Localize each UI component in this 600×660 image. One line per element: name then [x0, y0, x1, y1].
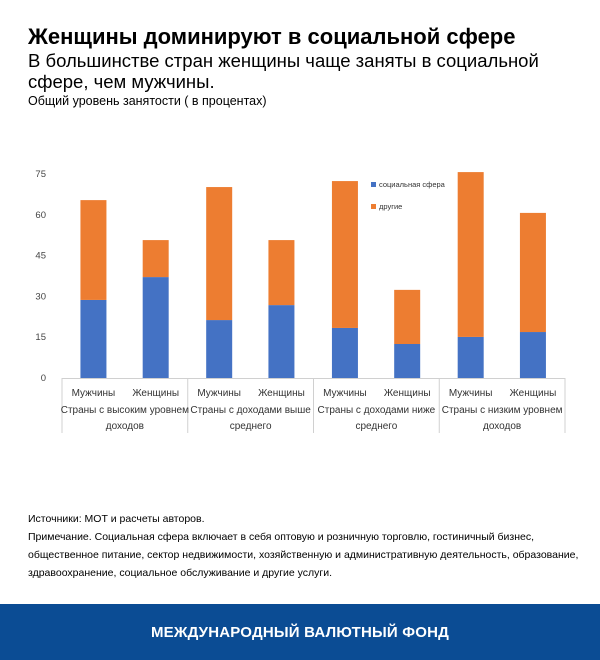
category-label: Женщины — [132, 388, 179, 399]
bar-other — [331, 181, 358, 328]
group-label: среднего — [355, 421, 397, 432]
legend-label: социальная сфера — [379, 180, 446, 189]
bar-other — [206, 187, 233, 321]
sources-note: Источники: МОТ и расчеты авторов. — [28, 513, 205, 525]
group-label: доходов — [483, 421, 521, 432]
legend-label: другие — [379, 202, 402, 211]
stacked-bar-chart: 0 15 30 45 60 75 Мужчины Женщины Страны с высоки… — [35, 169, 566, 433]
group-label: среднего — [230, 421, 272, 432]
y-tick-label: 30 — [35, 291, 46, 302]
category-label: Мужчины — [449, 388, 493, 399]
y-tick-label: 75 — [35, 169, 46, 180]
bar-social — [519, 332, 546, 378]
group-label: Страны с высоким уровнем — [61, 405, 189, 416]
bar-other — [268, 240, 295, 306]
group-label: Страны с доходами выше — [190, 405, 311, 416]
unit-note: Общий уровень занятости ( в процентах) — [28, 94, 267, 108]
y-tick-label: 45 — [35, 251, 46, 262]
bar-other — [457, 172, 484, 337]
category-label: Мужчины — [197, 388, 241, 399]
bar-other — [80, 200, 107, 300]
group-label: Страны с низким уровнем — [442, 405, 563, 416]
group-label: доходов — [106, 421, 144, 432]
bar-other — [142, 240, 169, 278]
legend-swatch — [371, 204, 376, 209]
bar-social — [457, 336, 484, 378]
bar-other — [519, 212, 546, 333]
y-tick-label: 0 — [41, 373, 46, 384]
category-label: Женщины — [258, 388, 305, 399]
footer-banner: МЕЖДУНАРОДНЫЙ ВАЛЮТНЫЙ ФОНД — [0, 604, 600, 660]
category-label: Мужчины — [323, 388, 367, 399]
footnote: Примечание. Социальная сфера включает в … — [28, 531, 579, 579]
category-label: Женщины — [510, 388, 557, 399]
bar-social — [142, 277, 169, 378]
bar-social — [206, 320, 233, 378]
chart-title: Женщины доминируют в социальной сфере — [28, 24, 516, 49]
category-label: Мужчины — [72, 388, 116, 399]
chart-subtitle: В большинстве стран женщины чаще заняты … — [28, 50, 539, 92]
legend-swatch — [371, 182, 376, 187]
bar-social — [80, 299, 107, 378]
group-label: Страны с доходами ниже — [318, 405, 436, 416]
y-tick-label: 15 — [35, 332, 46, 343]
category-label: Женщины — [384, 388, 431, 399]
notes: Источники: МОТ и расчеты авторов. Примеч… — [28, 510, 588, 582]
y-tick-label: 60 — [35, 210, 46, 221]
bar-other — [394, 289, 421, 344]
bar-social — [268, 305, 295, 378]
bar-social — [331, 327, 358, 378]
bar-social — [394, 344, 421, 378]
